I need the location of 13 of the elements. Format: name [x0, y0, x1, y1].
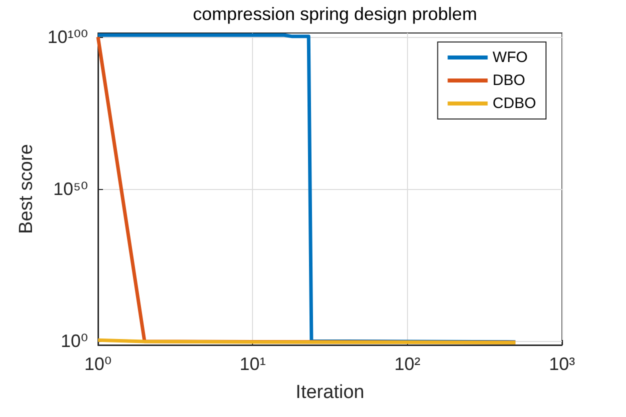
legend-label: CDBO — [492, 95, 536, 112]
legend-label: DBO — [492, 72, 526, 89]
y-tick-label: 10⁵⁰ — [53, 179, 88, 199]
y-tick-label: 10⁰ — [60, 331, 88, 352]
x-tick-label: 10¹ — [240, 354, 266, 374]
legend-label: WFO — [492, 49, 528, 66]
chart-title: compression spring design problem — [192, 4, 478, 24]
x-tick-label: 10³ — [548, 354, 576, 374]
x-axis-title: Iteration — [296, 382, 364, 403]
y-axis-title: Best score — [16, 144, 37, 234]
x-tick-label: 10⁰ — [84, 354, 112, 374]
y-tick-label: 10¹⁰⁰ — [48, 26, 88, 47]
x-tick-label: 10² — [394, 354, 420, 374]
